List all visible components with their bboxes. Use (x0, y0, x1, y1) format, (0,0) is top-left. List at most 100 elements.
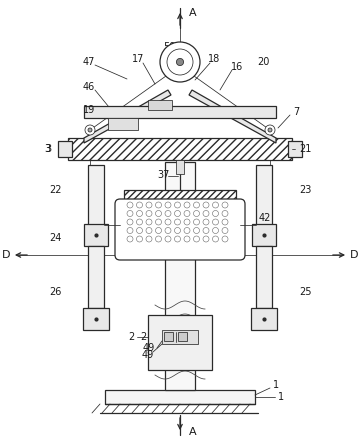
Bar (162, 330, 198, 344)
Circle shape (184, 228, 190, 233)
Text: A: A (189, 8, 197, 18)
Circle shape (176, 58, 184, 66)
Circle shape (222, 219, 228, 225)
Circle shape (165, 228, 171, 233)
Circle shape (184, 202, 190, 208)
Circle shape (160, 42, 200, 82)
Circle shape (175, 236, 180, 242)
Circle shape (85, 125, 95, 135)
Text: 16: 16 (231, 62, 243, 72)
Bar (58, 141, 72, 157)
Circle shape (212, 219, 219, 225)
Bar (165, 162, 195, 390)
Text: 49: 49 (143, 343, 155, 353)
Text: 49: 49 (142, 350, 154, 360)
Circle shape (156, 228, 162, 233)
Circle shape (165, 202, 171, 208)
Circle shape (127, 202, 133, 208)
Text: 24: 24 (49, 233, 61, 243)
Bar (176, 160, 184, 174)
Text: 20: 20 (257, 57, 269, 67)
Polygon shape (84, 90, 171, 143)
Text: 26: 26 (49, 287, 61, 297)
Text: 37: 37 (158, 170, 170, 180)
Bar (164, 332, 173, 341)
Circle shape (203, 210, 209, 217)
Circle shape (165, 219, 171, 225)
Circle shape (165, 236, 171, 242)
Text: 46: 46 (83, 82, 95, 92)
Circle shape (127, 236, 133, 242)
Circle shape (136, 236, 143, 242)
Circle shape (203, 228, 209, 233)
Circle shape (203, 219, 209, 225)
Bar (148, 100, 172, 110)
Circle shape (167, 49, 193, 75)
Circle shape (212, 202, 219, 208)
Circle shape (156, 236, 162, 242)
Text: 22: 22 (49, 185, 61, 195)
Bar (105, 390, 255, 404)
Bar (84, 106, 276, 118)
Circle shape (212, 228, 219, 233)
Circle shape (184, 210, 190, 217)
Circle shape (88, 128, 92, 132)
Circle shape (127, 210, 133, 217)
Circle shape (175, 202, 180, 208)
Circle shape (136, 202, 143, 208)
Polygon shape (189, 90, 276, 143)
Text: 25: 25 (299, 287, 311, 297)
Circle shape (127, 228, 133, 233)
Bar (148, 315, 212, 370)
Text: 23: 23 (299, 185, 311, 195)
Bar (178, 332, 187, 341)
Bar (124, 190, 236, 204)
Circle shape (146, 210, 152, 217)
Bar (256, 165, 272, 225)
Circle shape (136, 210, 143, 217)
Circle shape (175, 210, 180, 217)
FancyBboxPatch shape (115, 199, 245, 260)
Bar (288, 141, 302, 157)
Text: 17: 17 (132, 54, 144, 64)
Bar (251, 308, 277, 330)
Circle shape (222, 236, 228, 242)
Circle shape (194, 236, 199, 242)
Text: 1: 1 (278, 392, 284, 402)
Text: 3: 3 (44, 144, 50, 154)
Circle shape (222, 228, 228, 233)
Text: 50: 50 (163, 42, 175, 52)
Circle shape (212, 210, 219, 217)
Text: 21: 21 (299, 144, 311, 154)
Circle shape (265, 125, 275, 135)
Circle shape (175, 219, 180, 225)
Bar (252, 224, 276, 246)
Circle shape (136, 228, 143, 233)
Text: 18: 18 (208, 54, 220, 64)
Circle shape (136, 219, 143, 225)
Circle shape (194, 202, 199, 208)
Bar (68, 138, 292, 160)
Circle shape (146, 202, 152, 208)
Text: 19: 19 (83, 105, 95, 115)
Bar (88, 165, 104, 225)
Circle shape (203, 236, 209, 242)
Circle shape (156, 202, 162, 208)
Circle shape (222, 210, 228, 217)
Circle shape (212, 236, 219, 242)
Text: 1: 1 (273, 380, 279, 390)
Text: 42: 42 (259, 213, 271, 223)
Text: D: D (2, 250, 10, 260)
Text: A: A (189, 427, 197, 437)
Bar (83, 308, 109, 330)
Text: 2: 2 (128, 332, 134, 342)
Circle shape (268, 128, 272, 132)
Circle shape (146, 228, 152, 233)
Circle shape (184, 236, 190, 242)
Circle shape (146, 236, 152, 242)
Text: 47: 47 (83, 57, 95, 67)
Text: 2: 2 (140, 332, 146, 342)
Circle shape (203, 202, 209, 208)
Circle shape (146, 219, 152, 225)
Bar (108, 118, 138, 130)
